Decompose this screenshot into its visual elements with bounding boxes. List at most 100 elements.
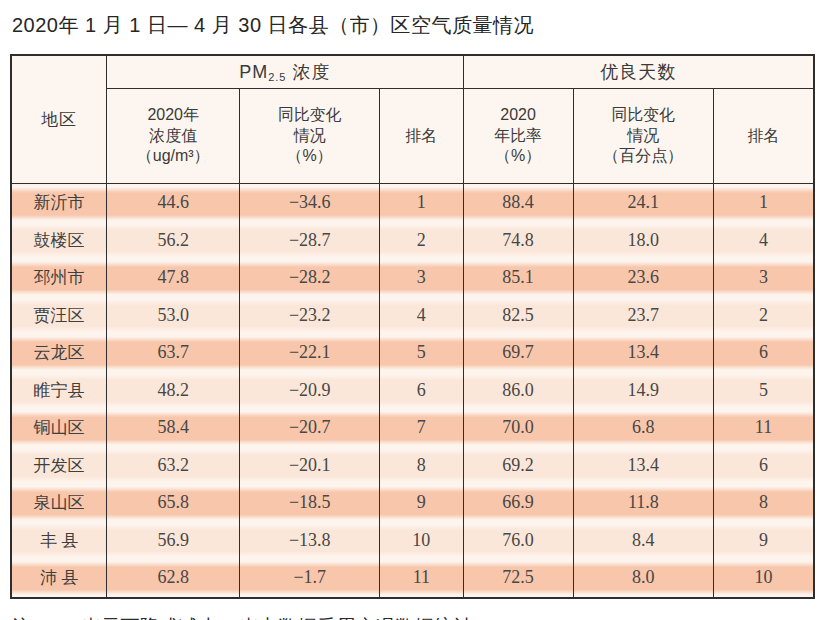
table-body: 新沂市44.6−34.6188.424.11鼓楼区56.2−28.7274.81… [11,184,814,598]
pm-rank-cell: 6 [380,372,464,410]
region-cell: 鼓楼区 [11,222,107,260]
region-cell: 贾汪区 [11,297,107,335]
region-cell: 邳州市 [11,259,107,297]
pm-rank-cell: 5 [380,334,464,372]
pm-value-cell: 65.8 [107,484,240,522]
pm25-label-prefix: PM [239,62,268,82]
pm-rank-cell: 10 [380,522,464,560]
header-days-change: 同比变化 情况 （百分点） [573,89,714,184]
header-region: 地区 [11,55,107,184]
table-row: 泉山区65.8−18.5966.911.88 [11,484,814,522]
table-row: 邳州市47.8−28.2385.123.63 [11,259,814,297]
pm-rank-cell: 9 [380,484,464,522]
region-cell: 新沂市 [11,184,107,222]
pm-value-cell: 63.2 [107,447,240,485]
pm-rank-cell: 1 [380,184,464,222]
days-rate-cell: 70.0 [463,409,573,447]
days-change-cell: 23.6 [573,259,714,297]
pm-value-cell: 62.8 [107,559,240,598]
days-change-cell: 11.8 [573,484,714,522]
pm-value-cell: 56.2 [107,222,240,260]
days-rate-cell: 72.5 [463,559,573,598]
page-title: 2020年 1 月 1 日— 4 月 30 日各县（市）区空气质量情况 [12,10,815,40]
pm-change-cell: −23.2 [240,297,380,335]
footnote: 注:1.“−”表示下降或减少;2.表中数据采用实况数据统计。 [12,614,815,620]
header-group-good-days: 优良天数 [463,55,814,89]
days-rank-cell: 6 [714,447,814,485]
header-pm-rank: 排名 [380,89,464,184]
header-pm-value: 2020年 浓度值 （ug/m³） [107,89,240,184]
pm-change-cell: −28.2 [240,259,380,297]
days-rank-cell: 9 [714,522,814,560]
days-change-cell: 24.1 [573,184,714,222]
header-days-rate: 2020 年比率 （%） [463,89,573,184]
header-pm-change: 同比变化 情况 （%） [240,89,380,184]
table-row: 开发区63.2−20.1869.213.46 [11,447,814,485]
pm-value-cell: 44.6 [107,184,240,222]
pm25-label-suffix: 浓度 [286,62,330,82]
region-cell: 丰 县 [11,522,107,560]
pm-value-cell: 56.9 [107,522,240,560]
days-change-cell: 14.9 [573,372,714,410]
pm25-label-subscript: 2.5 [268,71,286,83]
days-change-cell: 8.0 [573,559,714,598]
days-rank-cell: 2 [714,297,814,335]
pm-rank-cell: 7 [380,409,464,447]
days-rate-cell: 66.9 [463,484,573,522]
days-rate-cell: 82.5 [463,297,573,335]
pm-change-cell: −20.9 [240,372,380,410]
days-rate-cell: 85.1 [463,259,573,297]
days-change-cell: 8.4 [573,522,714,560]
pm-change-cell: −28.7 [240,222,380,260]
pm-rank-cell: 2 [380,222,464,260]
pm-rank-cell: 8 [380,447,464,485]
days-rank-cell: 11 [714,409,814,447]
table-row: 睢宁县48.2−20.9686.014.95 [11,372,814,410]
pm-change-cell: −34.6 [240,184,380,222]
days-change-cell: 23.7 [573,297,714,335]
days-rate-cell: 69.2 [463,447,573,485]
header-days-rank: 排名 [714,89,814,184]
table-row: 铜山区58.4−20.7770.06.811 [11,409,814,447]
header-sub-row: 2020年 浓度值 （ug/m³） 同比变化 情况 （%） 排名 2020 年比… [11,89,814,184]
region-cell: 泉山区 [11,484,107,522]
pm-change-cell: −13.8 [240,522,380,560]
air-quality-table: 地区 PM2.5 浓度 优良天数 2020年 浓度值 （ug/m³） 同比变化 … [10,54,815,599]
pm-value-cell: 63.7 [107,334,240,372]
pm-change-cell: −20.1 [240,447,380,485]
days-rate-cell: 76.0 [463,522,573,560]
days-rank-cell: 1 [714,184,814,222]
days-rank-cell: 10 [714,559,814,598]
days-rate-cell: 74.8 [463,222,573,260]
table-row: 鼓楼区56.2−28.7274.818.04 [11,222,814,260]
days-change-cell: 6.8 [573,409,714,447]
region-cell: 开发区 [11,447,107,485]
pm-change-cell: −1.7 [240,559,380,598]
pm-value-cell: 53.0 [107,297,240,335]
table-row: 沛 县62.8−1.71172.58.010 [11,559,814,598]
page: 2020年 1 月 1 日— 4 月 30 日各县（市）区空气质量情况 地区 P… [0,0,825,620]
pm-value-cell: 58.4 [107,409,240,447]
table-row: 丰 县56.9−13.81076.08.49 [11,522,814,560]
header-group-pm25: PM2.5 浓度 [107,55,464,89]
days-rate-cell: 69.7 [463,334,573,372]
days-rate-cell: 88.4 [463,184,573,222]
days-change-cell: 13.4 [573,334,714,372]
table-row: 云龙区63.7−22.1569.713.46 [11,334,814,372]
days-change-cell: 18.0 [573,222,714,260]
days-rank-cell: 4 [714,222,814,260]
days-rank-cell: 5 [714,372,814,410]
table-header: 地区 PM2.5 浓度 优良天数 2020年 浓度值 （ug/m³） 同比变化 … [11,55,814,184]
region-cell: 铜山区 [11,409,107,447]
table-row: 贾汪区53.0−23.2482.523.72 [11,297,814,335]
days-rate-cell: 86.0 [463,372,573,410]
region-cell: 沛 县 [11,559,107,598]
region-cell: 睢宁县 [11,372,107,410]
pm-value-cell: 47.8 [107,259,240,297]
table-row: 新沂市44.6−34.6188.424.11 [11,184,814,222]
days-change-cell: 13.4 [573,447,714,485]
region-cell: 云龙区 [11,334,107,372]
pm-value-cell: 48.2 [107,372,240,410]
header-group-row: 地区 PM2.5 浓度 优良天数 [11,55,814,89]
days-rank-cell: 6 [714,334,814,372]
